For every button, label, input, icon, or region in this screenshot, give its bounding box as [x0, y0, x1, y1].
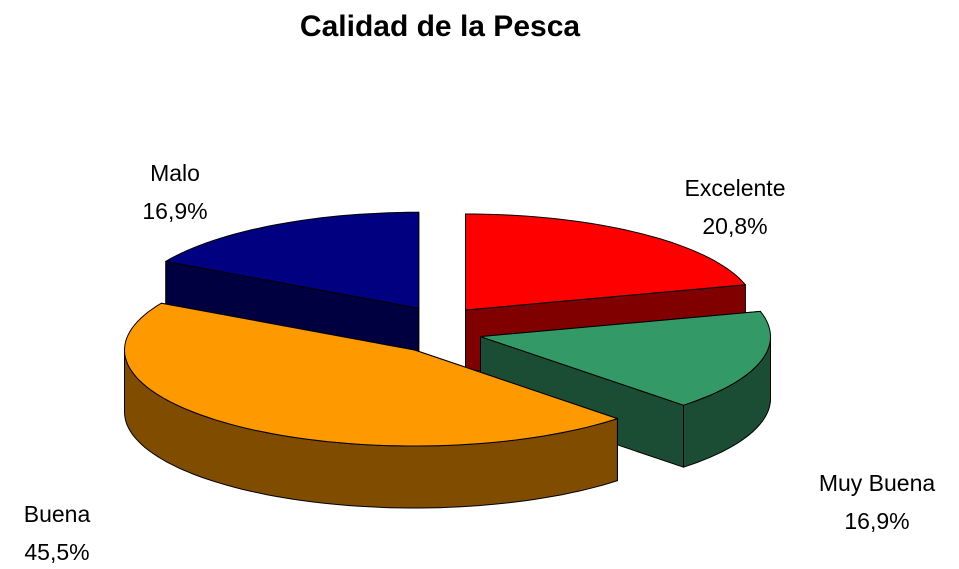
slice — [480, 310, 771, 468]
slice-top — [165, 211, 420, 309]
slice-top — [480, 310, 771, 406]
slice-value-label: 16,9% — [142, 198, 207, 224]
slice-label: Malo — [150, 160, 200, 186]
chart-title: Calidad de la Pesca — [300, 10, 580, 43]
slice-label: Excelente — [684, 175, 785, 201]
slice-top — [124, 302, 618, 447]
slice-top — [465, 213, 746, 311]
slice-value-label: 45,5% — [24, 539, 89, 565]
slice-label: Muy Buena — [819, 470, 936, 496]
slice-value-label: 20,8% — [702, 213, 767, 239]
slice-value-label: 16,9% — [844, 508, 909, 534]
slice — [124, 302, 618, 509]
slice-label: Buena — [24, 501, 91, 527]
